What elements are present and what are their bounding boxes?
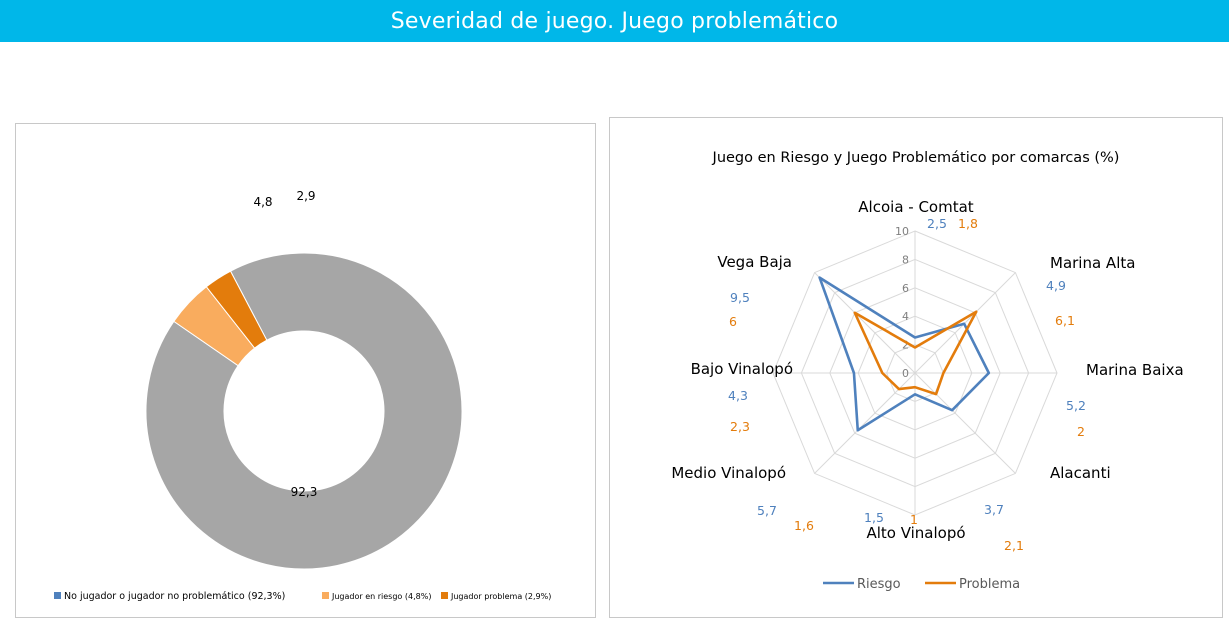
radar-value-problema: 1,6 bbox=[794, 518, 814, 533]
radar-spoke bbox=[914, 272, 1016, 374]
radar-value-riesgo: 4,3 bbox=[728, 388, 748, 403]
radar-value-riesgo: 9,5 bbox=[730, 290, 750, 305]
radar-value-problema: 2 bbox=[1077, 424, 1085, 439]
radar-series-riesgo bbox=[818, 276, 991, 432]
radar-spoke bbox=[814, 272, 916, 374]
radar-value-problema: 6,1 bbox=[1055, 313, 1075, 328]
radar-category-label: Medio Vinalopó bbox=[671, 464, 786, 482]
donut-label-no-jugador: 92,3 bbox=[291, 485, 318, 499]
radar-spoke bbox=[914, 372, 1016, 474]
legend-problema-text: Problema bbox=[959, 577, 1020, 592]
legend-problema: Jugador problema (2,9%) bbox=[441, 592, 551, 601]
radar-category-label: Alto Vinalopó bbox=[866, 524, 965, 542]
legend-riesgo: Jugador en riesgo (4,8%) bbox=[322, 592, 431, 601]
radar-value-riesgo: 4,9 bbox=[1046, 278, 1066, 293]
radar-category-label: Vega Baja bbox=[717, 253, 792, 271]
legend-riesgo-swatch bbox=[322, 592, 329, 599]
radar-tick-label: 8 bbox=[902, 253, 909, 266]
radar-chart: Juego en Riesgo y Juego Problemático por… bbox=[671, 150, 1184, 592]
radar-value-problema: 1,8 bbox=[958, 216, 978, 231]
radar-series-problema bbox=[853, 310, 978, 396]
radar-tick-label: 2 bbox=[902, 339, 909, 352]
radar-category-label: Alcoia - Comtat bbox=[858, 198, 973, 216]
donut-slice-no-jugador bbox=[145, 252, 463, 570]
radar-tick-label: 0 bbox=[902, 367, 909, 380]
legend-no-jugador-text: No jugador o jugador no problemático (92… bbox=[64, 591, 285, 602]
radar-chart-panel: Juego en Riesgo y Juego Problemático por… bbox=[609, 117, 1223, 618]
radar-legend: Riesgo Problema bbox=[823, 577, 1020, 592]
radar-value-riesgo: 5,7 bbox=[757, 503, 777, 518]
radar-category-label: Marina Alta bbox=[1050, 254, 1135, 272]
radar-category-label: Alacanti bbox=[1050, 464, 1111, 482]
radar-value-riesgo: 1,5 bbox=[864, 510, 884, 525]
donut-chart: 92,3 4,8 2,9 No jugador o jugador no proble… bbox=[54, 189, 551, 602]
radar-value-problema: 1 bbox=[910, 512, 918, 527]
radar-value-riesgo: 3,7 bbox=[984, 502, 1004, 517]
legend-riesgo-text: Jugador en riesgo (4,8%) bbox=[331, 592, 431, 601]
radar-category-label: Marina Baixa bbox=[1086, 361, 1184, 379]
header-banner: Severidad de juego. Juego problemático bbox=[0, 0, 1229, 42]
donut-label-problema: 2,9 bbox=[296, 189, 315, 203]
radar-tick-label: 10 bbox=[895, 225, 909, 238]
legend-no-jugador: No jugador o jugador no problemático (92… bbox=[54, 591, 285, 602]
donut-slice-problema bbox=[205, 270, 268, 349]
donut-chart-panel: 92,3 4,8 2,9 No jugador o jugador no proble… bbox=[15, 123, 596, 618]
radar-tick-label: 6 bbox=[902, 282, 909, 295]
page-title: Severidad de juego. Juego problemático bbox=[390, 8, 839, 34]
donut-label-riesgo: 4,8 bbox=[253, 195, 272, 209]
radar-value-riesgo: 5,2 bbox=[1066, 398, 1086, 413]
radar-value-riesgo: 2,5 bbox=[927, 216, 947, 231]
radar-tick-label: 4 bbox=[902, 310, 909, 323]
radar-category-label: Bajo Vinalopó bbox=[691, 360, 793, 378]
radar-title: Juego en Riesgo y Juego Problemático por… bbox=[712, 150, 1120, 166]
legend-riesgo-text: Riesgo bbox=[857, 577, 901, 592]
radar-value-problema: 6 bbox=[729, 314, 737, 329]
legend-problema-text: Jugador problema (2,9%) bbox=[450, 592, 551, 601]
legend-problema-swatch bbox=[441, 592, 448, 599]
radar-value-problema: 2,1 bbox=[1004, 538, 1024, 553]
legend-no-jugador-swatch bbox=[54, 592, 61, 599]
radar-value-problema: 2,3 bbox=[730, 419, 750, 434]
